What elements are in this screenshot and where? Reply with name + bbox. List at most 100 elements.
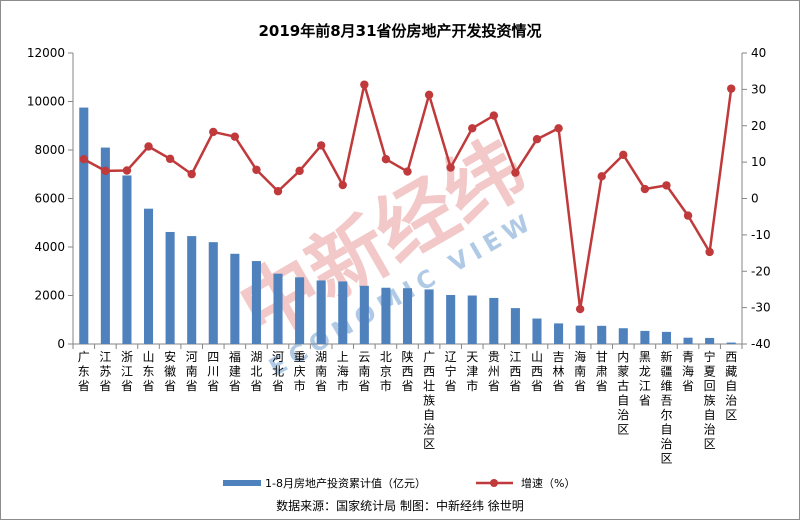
left-tick-label: 12000 (27, 46, 65, 60)
bar (122, 175, 132, 344)
growth-point (468, 124, 477, 133)
category-label: 辽宁省 (445, 350, 457, 393)
legend-bar-swatch (223, 480, 261, 486)
bar (273, 273, 283, 344)
bar (532, 318, 542, 344)
right-tick-label: -20 (751, 264, 771, 278)
bar (208, 242, 218, 344)
category-label: 湖南省 (315, 349, 327, 393)
category-label: 新疆维吾尔自治区 (660, 349, 672, 466)
bar (144, 208, 154, 344)
category-label: 上海市 (337, 350, 349, 393)
category-label: 天津市 (466, 350, 478, 393)
category-label: 江西省 (509, 350, 521, 393)
bar (597, 325, 607, 344)
bar (187, 236, 197, 344)
growth-point (532, 135, 542, 144)
legend-line-marker (490, 479, 498, 487)
category-label: 重庆市 (294, 350, 306, 393)
growth-point (144, 142, 153, 151)
category-label: 宁夏回族自治区 (704, 349, 716, 451)
category-label: 吉林省 (553, 350, 565, 393)
left-tick-label: 8000 (34, 143, 65, 157)
bar (554, 323, 564, 344)
category-label: 湖北省 (250, 349, 262, 393)
legend-line-label: 增速（%） (521, 476, 575, 490)
right-tick-label: -30 (751, 301, 771, 315)
growth-point (187, 169, 196, 179)
category-label: 黑龙江省 (639, 350, 651, 408)
bar (251, 261, 261, 344)
growth-point (511, 168, 520, 177)
bar (446, 295, 456, 344)
growth-point (165, 154, 175, 164)
category-label: 广东省 (78, 350, 90, 393)
growth-point (101, 166, 110, 176)
category-label: 江苏省 (99, 350, 111, 393)
category-label: 内蒙古自治区 (617, 350, 629, 437)
right-tick-label: -10 (751, 228, 771, 242)
bar (381, 287, 391, 344)
left-tick-label: 2000 (34, 289, 65, 303)
growth-point (403, 167, 412, 176)
bar (510, 308, 520, 344)
growth-point (619, 150, 628, 160)
category-label: 贵州省 (488, 350, 500, 393)
growth-point (424, 90, 434, 100)
bar (618, 328, 628, 344)
category-label: 河南省 (186, 350, 198, 393)
growth-point (295, 166, 304, 176)
growth-point (252, 165, 261, 174)
bar (467, 295, 477, 344)
growth-point (316, 141, 326, 150)
growth-point (727, 84, 736, 93)
bar (165, 231, 175, 344)
bar-series (79, 107, 736, 344)
growth-point (338, 180, 347, 190)
right-tick-label: 10 (751, 155, 766, 169)
growth-point (273, 187, 283, 196)
growth-point (489, 111, 499, 120)
category-label: 西藏自治区 (725, 350, 737, 422)
category-label: 青海省 (682, 350, 694, 393)
legend: 1-8月房地产投资累计值（亿元） 增速（%） (223, 476, 575, 490)
right-tick-label: -40 (751, 337, 771, 351)
bar (100, 147, 110, 344)
bar (359, 285, 369, 344)
category-label: 北京市 (380, 350, 392, 393)
growth-point (230, 132, 240, 141)
growth-point (575, 304, 585, 314)
category-label: 陕西省 (401, 349, 413, 393)
category-label: 河北省 (272, 350, 284, 393)
bar (661, 331, 671, 344)
growth-point (662, 181, 671, 190)
growth-point (122, 166, 132, 175)
growth-point (705, 247, 714, 257)
category-label: 甘肃省 (596, 350, 608, 393)
legend-bar-label: 1-8月房地产投资累计值（亿元） (265, 476, 426, 490)
growth-point (683, 211, 693, 220)
bar (230, 253, 240, 344)
bar (295, 277, 305, 344)
category-label: 海南省 (574, 349, 586, 393)
growth-point (640, 184, 650, 194)
left-tick-label: 6000 (34, 192, 65, 206)
bar (402, 288, 413, 344)
bar (705, 337, 715, 344)
category-label: 山西省 (531, 350, 543, 393)
bar (575, 325, 585, 344)
growth-point (209, 127, 218, 137)
growth-point (446, 163, 455, 172)
category-label: 四川省 (207, 350, 219, 393)
right-tick-label: 40 (751, 46, 766, 60)
bar (424, 289, 434, 344)
growth-point (360, 80, 369, 89)
source-note: 数据来源：国家统计局 制图：中新经纬 徐世明 (276, 498, 524, 513)
bar (683, 337, 693, 344)
category-label: 山东省 (143, 350, 155, 393)
line-series (79, 80, 736, 314)
growth-point (381, 155, 391, 164)
bar (640, 330, 650, 344)
